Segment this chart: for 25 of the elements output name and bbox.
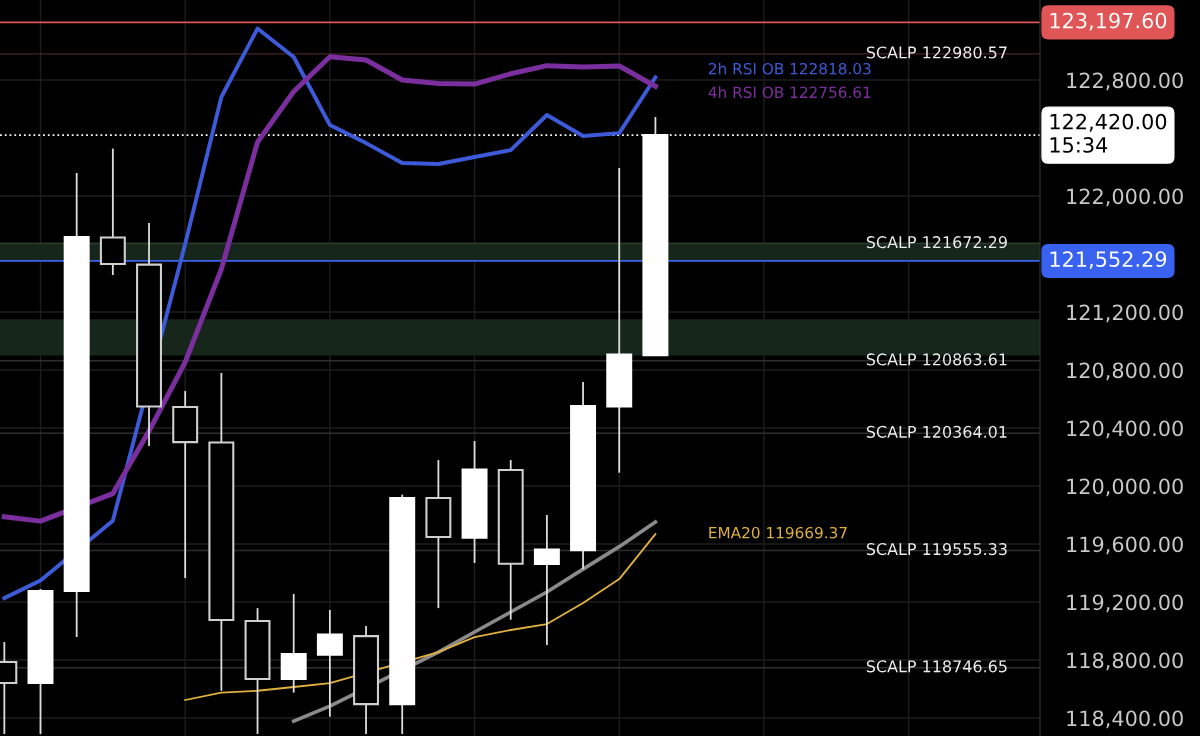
- y-tick-label: 119,200.00: [1067, 594, 1183, 613]
- ref-line-label: 121,552.29: [1050, 251, 1167, 270]
- annotation: SCALP 121672.29: [866, 236, 1007, 249]
- y-tick-label: 122,800.00: [1067, 72, 1183, 91]
- y-tick-label: 119,600.00: [1067, 536, 1183, 555]
- y-tick-label: 118,800.00: [1067, 652, 1183, 671]
- y-tick-label: 122,000.00: [1067, 188, 1183, 207]
- annotation: SCALP 122980.57: [866, 46, 1007, 59]
- annotation: SCALP 120364.01: [866, 425, 1007, 438]
- y-tick-label: 121,200.00: [1067, 304, 1183, 323]
- ref-line-label: 123,197.60: [1050, 12, 1167, 31]
- annotation: SCALP 120863.61: [866, 353, 1007, 366]
- candlestick: [533, 514, 560, 646]
- y-tick-label: 120,000.00: [1067, 478, 1183, 497]
- text: 4h RSI OB 122756.61: [708, 86, 871, 99]
- annotation: SCALP 118746.65: [866, 660, 1007, 673]
- line-series: [184, 533, 657, 701]
- y-tick-label: 120,400.00: [1067, 420, 1183, 439]
- text: 2h RSI OB 122818.03: [708, 62, 871, 75]
- ref-line-label: 122,420.00 15:34: [1050, 113, 1167, 153]
- annotation: SCALP 119555.33: [866, 543, 1007, 556]
- candlestick: [316, 609, 343, 718]
- text: EMA20 119669.37: [709, 526, 847, 539]
- y-tick-label: 120,800.00: [1067, 362, 1183, 381]
- y-tick-label: 118,400.00: [1067, 710, 1183, 729]
